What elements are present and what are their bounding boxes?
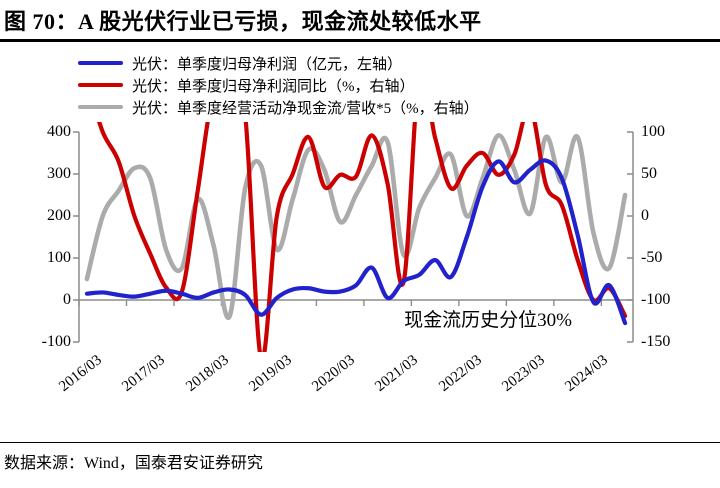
left-axis-tick-label: -100	[41, 333, 71, 350]
right-axis-tick-label: -100	[641, 291, 671, 308]
legend-swatch-blue	[78, 60, 123, 66]
left-axis-tick-label: 300	[47, 165, 71, 182]
legend-item-cashflow: 光伏：单季度经营活动净现金流/营收*5（%，右轴）	[78, 96, 479, 118]
right-axis-tick-label: 50	[641, 165, 657, 182]
left-axis-tick-label: 200	[47, 207, 71, 224]
right-axis-tick-label: 100	[641, 123, 665, 140]
legend-item-net-profit: 光伏：单季度归母净利润（亿元，左轴）	[78, 52, 479, 74]
legend-label: 光伏：单季度归母净利润同比（%，右轴）	[132, 78, 415, 95]
right-axis-tick-label: -150	[641, 333, 671, 350]
legend-label: 光伏：单季度经营活动净现金流/营收*5（%，右轴）	[132, 100, 479, 117]
data-source: 数据来源：Wind，国泰君安证券研究	[4, 455, 263, 472]
left-axis-tick-label: 0	[63, 291, 71, 308]
chart-legend: 光伏：单季度归母净利润（亿元，左轴） 光伏：单季度归母净利润同比（%，右轴） 光…	[78, 52, 479, 118]
figure-title: 图 70：A 股光伏行业已亏损，现金流处较低水平	[4, 9, 482, 34]
legend-swatch-gray	[78, 104, 123, 110]
left-axis-tick-label: 400	[47, 123, 71, 140]
series-line-net-profit	[84, 158, 628, 326]
legend-swatch-red	[78, 82, 123, 88]
series-line-cashflow	[84, 133, 628, 320]
chart-annotation: 现金流历史分位30%	[404, 310, 572, 331]
title-underline	[0, 39, 720, 42]
right-axis-tick-label: 0	[641, 207, 649, 224]
right-axis-tick-label: -50	[641, 249, 663, 266]
legend-label: 光伏：单季度归母净利润（亿元，左轴）	[132, 56, 403, 73]
left-axis-tick-label: 100	[47, 249, 71, 266]
legend-item-yoy: 光伏：单季度归母净利润同比（%，右轴）	[78, 74, 479, 96]
source-divider	[0, 442, 720, 444]
series-line-yoy	[96, 122, 628, 352]
